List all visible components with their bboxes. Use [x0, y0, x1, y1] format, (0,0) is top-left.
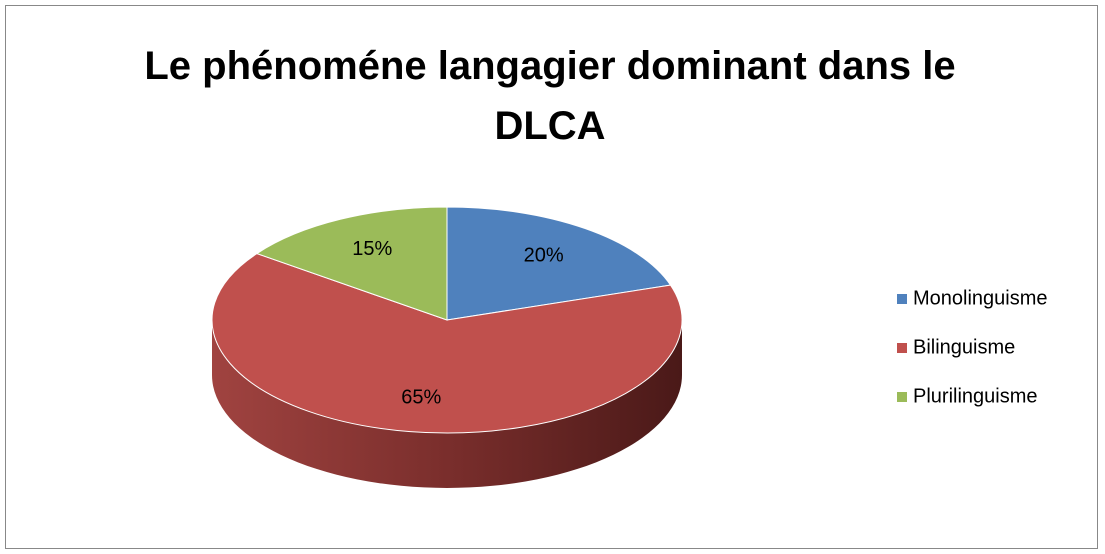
data-label: 65% — [401, 386, 441, 408]
pie-side — [212, 320, 682, 488]
legend-swatch — [897, 294, 907, 304]
data-label: 20% — [524, 244, 564, 266]
legend-swatch — [897, 343, 907, 353]
pie-slice — [211, 253, 683, 434]
legend-label: Bilinguisme — [913, 336, 1015, 358]
pie-slice — [255, 206, 448, 321]
legend-label: Monolinguisme — [913, 287, 1048, 309]
chart-title: Le phénoméne langagier dominant dans le … — [144, 44, 956, 148]
pie-slice — [446, 206, 672, 321]
legend-label: Plurilinguisme — [913, 385, 1038, 407]
data-label: 15% — [352, 238, 392, 260]
legend-swatch — [897, 392, 907, 402]
